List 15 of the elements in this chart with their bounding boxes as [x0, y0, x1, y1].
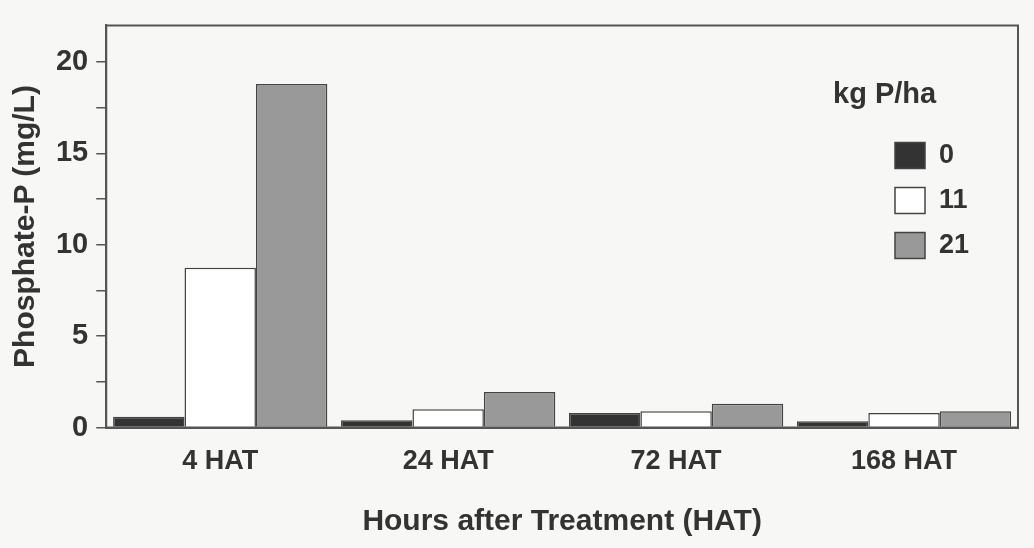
- x-tick-label: 24 HAT: [402, 445, 495, 476]
- y-tick-label: 0: [72, 409, 89, 442]
- x-tick-label: 72 HAT: [630, 445, 723, 476]
- legend-label: 11: [939, 183, 968, 214]
- legend-label: 0: [939, 138, 955, 169]
- y-tick-label: 5: [72, 318, 89, 351]
- legend-title: kg P/ha: [833, 77, 938, 110]
- y-tick-label: 10: [55, 226, 89, 259]
- legend-label: 21: [939, 228, 970, 259]
- x-tick-label: 4 HAT: [182, 445, 259, 476]
- y-tick-label: 20: [55, 43, 89, 76]
- y-axis-title: Phosphate-P (mg/L): [7, 85, 41, 368]
- x-tick-label: 168 HAT: [851, 445, 958, 476]
- y-tick-label: 15: [55, 135, 89, 168]
- x-axis-title: Hours after Treatment (HAT): [362, 503, 762, 537]
